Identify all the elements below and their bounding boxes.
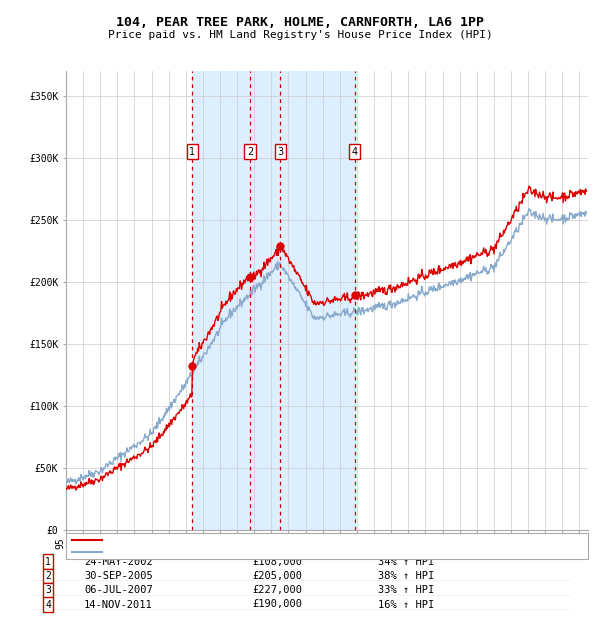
Text: 06-JUL-2007: 06-JUL-2007 — [84, 585, 153, 595]
Text: Price paid vs. HM Land Registry's House Price Index (HPI): Price paid vs. HM Land Registry's House … — [107, 30, 493, 40]
Text: 33% ↑ HPI: 33% ↑ HPI — [378, 585, 434, 595]
Text: 14-NOV-2011: 14-NOV-2011 — [84, 600, 153, 609]
Text: £190,000: £190,000 — [252, 600, 302, 609]
Text: 4: 4 — [45, 600, 51, 609]
Text: £108,000: £108,000 — [252, 557, 302, 567]
Text: 104, PEAR TREE PARK, HOLME, CARNFORTH, LA6 1PP: 104, PEAR TREE PARK, HOLME, CARNFORTH, L… — [116, 16, 484, 29]
Text: 38% ↑ HPI: 38% ↑ HPI — [378, 571, 434, 581]
Text: 16% ↑ HPI: 16% ↑ HPI — [378, 600, 434, 609]
Text: 104, PEAR TREE PARK, HOLME, CARNFORTH, LA6 1PP (semi-detached house): 104, PEAR TREE PARK, HOLME, CARNFORTH, L… — [108, 536, 499, 545]
Text: 4: 4 — [352, 147, 358, 157]
Text: 2: 2 — [247, 147, 253, 157]
Text: 1: 1 — [190, 147, 196, 157]
Text: 30-SEP-2005: 30-SEP-2005 — [84, 571, 153, 581]
Bar — [193, 71, 355, 530]
Text: 1: 1 — [45, 557, 51, 567]
Text: £227,000: £227,000 — [252, 585, 302, 595]
Text: £205,000: £205,000 — [252, 571, 302, 581]
Text: HPI: Average price, semi-detached house, Westmorland and Furness: HPI: Average price, semi-detached house,… — [108, 547, 476, 556]
Text: 3: 3 — [277, 147, 283, 157]
Text: 34% ↑ HPI: 34% ↑ HPI — [378, 557, 434, 567]
Text: 3: 3 — [45, 585, 51, 595]
Text: 2: 2 — [45, 571, 51, 581]
Text: 24-MAY-2002: 24-MAY-2002 — [84, 557, 153, 567]
